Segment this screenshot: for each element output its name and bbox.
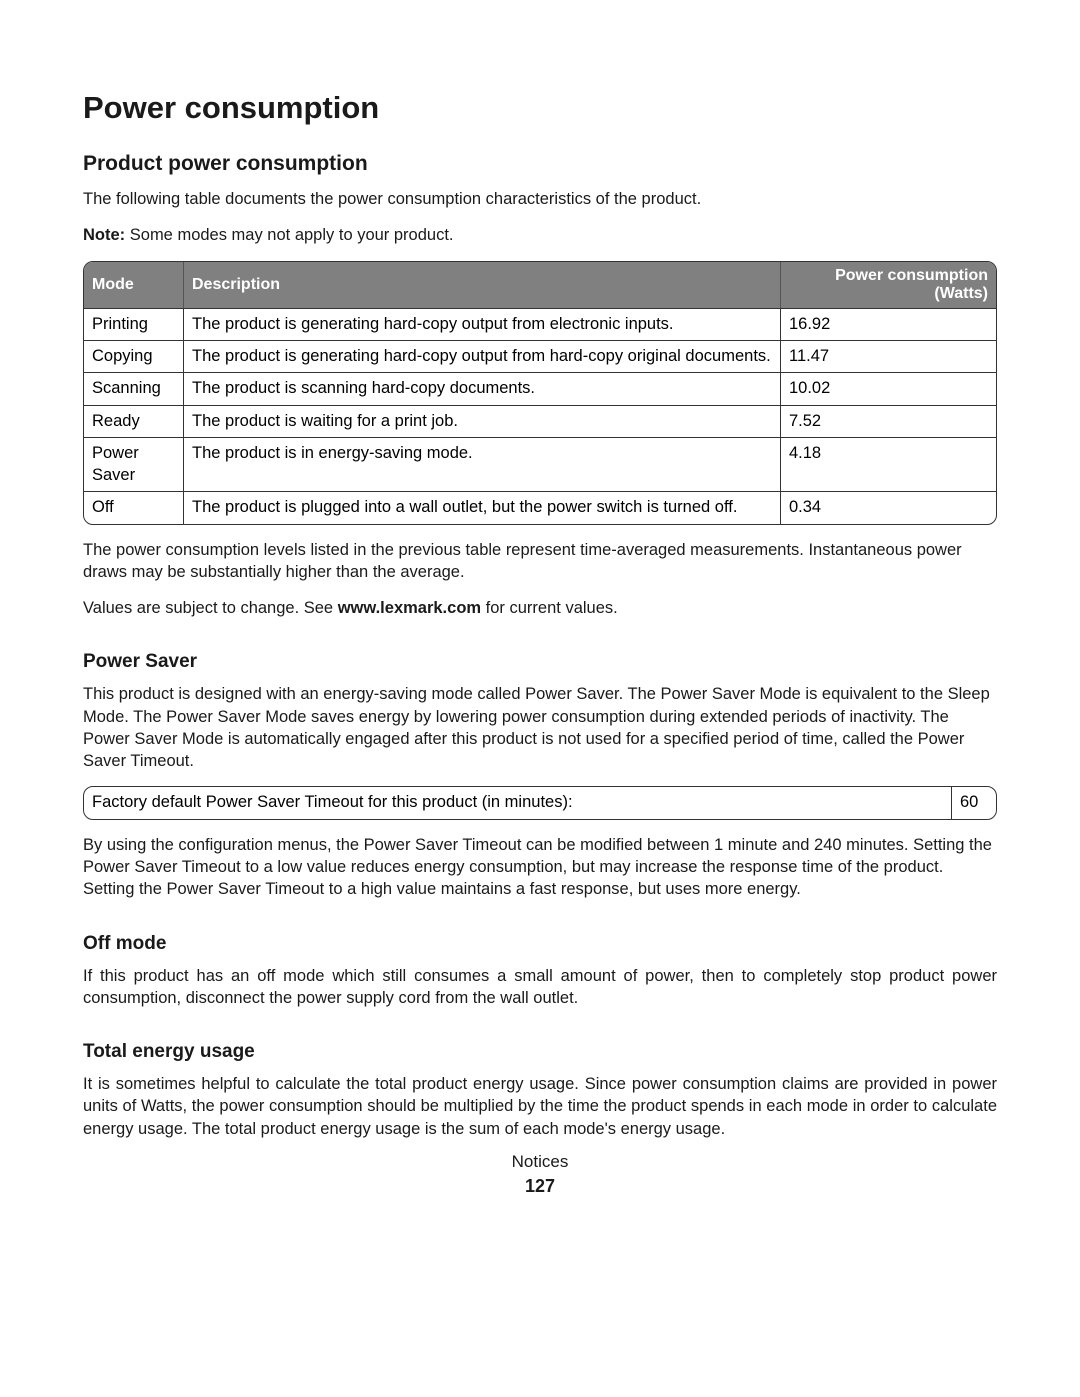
heading-product-power: Product power consumption [83,152,997,176]
timeout-label-cell: Factory default Power Saver Timeout for … [84,787,952,818]
note-text: Note: Some modes may not apply to your p… [83,224,997,246]
intro-text: The following table documents the power … [83,188,997,210]
off-mode-text: If this product has an off mode which st… [83,965,997,1010]
footer-section-label: Notices [0,1152,1080,1172]
table-cell-description: The product is generating hard-copy outp… [184,340,781,372]
table-row: CopyingThe product is generating hard-co… [84,340,996,372]
footer-page-number: 127 [0,1176,1080,1197]
table-header-description: Description [184,262,781,308]
table-cell-watts: 10.02 [781,372,996,404]
table-cell-watts: 0.34 [781,491,996,523]
table-cell-watts: 16.92 [781,308,996,340]
page-title: Power consumption [83,90,997,126]
after-table-text-1: The power consumption levels listed in t… [83,539,997,584]
table-header-mode: Mode [84,262,184,308]
table-row: PrintingThe product is generating hard-c… [84,308,996,340]
table-cell-watts: 4.18 [781,437,996,491]
total-energy-text: It is sometimes helpful to calculate the… [83,1073,997,1140]
table-cell-watts: 7.52 [781,405,996,437]
table-row: OffThe product is plugged into a wall ou… [84,491,996,523]
values-prefix: Values are subject to change. See [83,599,338,617]
heading-total-energy: Total energy usage [83,1041,997,1063]
table-cell-watts: 11.47 [781,340,996,372]
table-header-watts: Power consumption (Watts) [781,262,996,308]
table-cell-description: The product is scanning hard-copy docume… [184,372,781,404]
table-cell-mode: Copying [84,340,184,372]
lexmark-link[interactable]: www.lexmark.com [338,599,481,617]
table-cell-mode: Off [84,491,184,523]
table-cell-mode: Scanning [84,372,184,404]
table-cell-description: The product is plugged into a wall outle… [184,491,781,523]
table-cell-description: The product is waiting for a print job. [184,405,781,437]
power-saver-text-1: This product is designed with an energy-… [83,683,997,772]
note-label: Note: [83,226,125,244]
values-text: Values are subject to change. See www.le… [83,597,997,619]
table-cell-mode: Printing [84,308,184,340]
table-row: Power SaverThe product is in energy-savi… [84,437,996,491]
note-body: Some modes may not apply to your product… [125,226,453,244]
table-row: ReadyThe product is waiting for a print … [84,405,996,437]
values-suffix: for current values. [481,599,618,617]
table-cell-description: The product is generating hard-copy outp… [184,308,781,340]
heading-off-mode: Off mode [83,933,997,955]
table-cell-mode: Power Saver [84,437,184,491]
power-saver-timeout-table: Factory default Power Saver Timeout for … [83,786,997,819]
page-footer: Notices 127 [0,1152,1080,1197]
table-cell-mode: Ready [84,405,184,437]
power-saver-text-2: By using the configuration menus, the Po… [83,834,997,901]
table-cell-description: The product is in energy-saving mode. [184,437,781,491]
power-consumption-table: Mode Description Power consumption (Watt… [83,261,997,525]
table-row: ScanningThe product is scanning hard-cop… [84,372,996,404]
timeout-value-cell: 60 [952,787,996,818]
heading-power-saver: Power Saver [83,651,997,673]
